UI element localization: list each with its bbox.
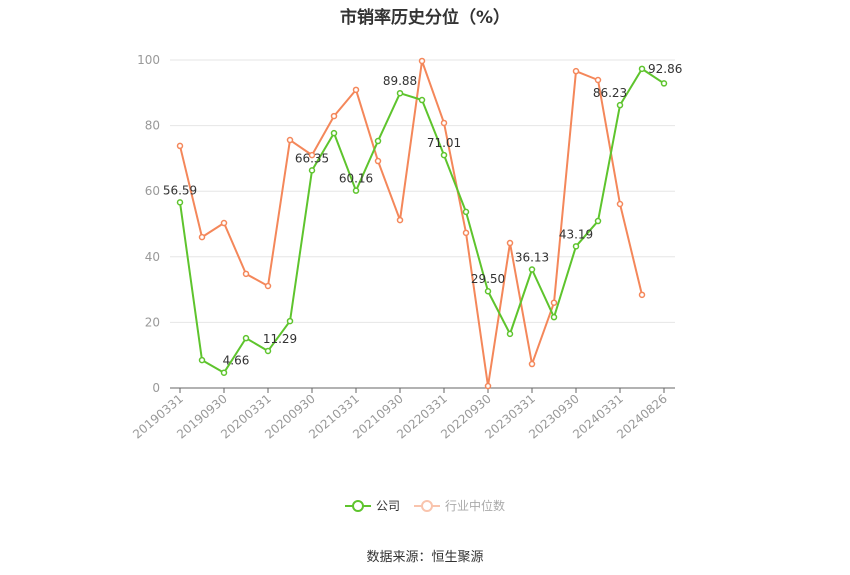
- data-label: 4.66: [223, 354, 250, 368]
- industry-series-point[interactable]: [308, 151, 316, 159]
- chart-title: 市销率历史分位（%）: [339, 8, 511, 28]
- company-series-point[interactable]: [572, 243, 580, 250]
- data-label: 86.23: [593, 86, 627, 100]
- industry-series-point[interactable]: [220, 219, 228, 227]
- data-label: 11.29: [263, 332, 297, 346]
- y-tick-label: 0: [152, 381, 160, 395]
- y-tick-label: 60: [145, 184, 160, 198]
- industry-series-point[interactable]: [550, 299, 558, 306]
- industry-series-point[interactable]: [572, 67, 580, 75]
- company-series-point[interactable]: [462, 208, 470, 216]
- industry-series-point[interactable]: [440, 119, 448, 127]
- industry-series-point[interactable]: [352, 86, 360, 94]
- company-series-point[interactable]: [506, 330, 514, 338]
- industry-series-point[interactable]: [264, 282, 272, 290]
- company-series-point[interactable]: [528, 266, 536, 273]
- data-label: 66.35: [295, 151, 329, 165]
- company-series-point[interactable]: [286, 317, 294, 325]
- industry-series-point[interactable]: [528, 360, 536, 368]
- company-series-point[interactable]: [352, 187, 360, 194]
- data-label: 43.19: [559, 227, 593, 241]
- y-tick-label: 80: [145, 119, 160, 133]
- company-series-point[interactable]: [396, 89, 404, 97]
- industry-series-point[interactable]: [286, 136, 294, 144]
- data-label: 29.50: [471, 272, 505, 286]
- industry-series-point[interactable]: [484, 382, 492, 390]
- legend-company-line-circle-icon: [344, 499, 371, 512]
- company-series-point[interactable]: [374, 137, 382, 145]
- company-series-point[interactable]: [594, 217, 602, 225]
- company-series-point[interactable]: [308, 167, 316, 174]
- company-series-point[interactable]: [440, 151, 448, 159]
- industry-series-point[interactable]: [374, 157, 382, 165]
- industry-series-point[interactable]: [638, 291, 646, 299]
- company-series-point[interactable]: [660, 80, 668, 87]
- industry-series-point[interactable]: [242, 270, 250, 278]
- company-series-point[interactable]: [550, 313, 558, 321]
- legend-item-company[interactable]: 公司: [344, 497, 400, 514]
- y-tick-label: 100: [137, 53, 160, 67]
- data-label: 60.16: [339, 172, 373, 186]
- company-series-point[interactable]: [220, 369, 228, 376]
- industry-series-point[interactable]: [330, 112, 338, 120]
- y-tick-label: 20: [145, 315, 160, 329]
- company-series-point[interactable]: [264, 347, 272, 355]
- data-source-note: 数据来源：恒生聚源: [366, 550, 484, 565]
- data-label: 56.59: [163, 183, 197, 197]
- company-series-point[interactable]: [242, 334, 250, 342]
- company-series-point[interactable]: [616, 101, 624, 109]
- legend-company-label: 公司: [375, 499, 400, 513]
- line-chart: 0204060801002019033120190930202003312020…: [130, 53, 682, 442]
- company-series-point[interactable]: [638, 65, 646, 73]
- industry-series-point[interactable]: [506, 239, 514, 247]
- data-label: 92.86: [648, 62, 682, 76]
- industry-series-point[interactable]: [198, 233, 206, 241]
- company-series-point[interactable]: [176, 199, 184, 206]
- legend-item-industry[interactable]: 行业中位数: [414, 497, 505, 514]
- industry-series-point[interactable]: [418, 57, 426, 65]
- y-tick-label: 40: [145, 250, 160, 264]
- legend-industry-line-circle-icon: [414, 499, 440, 512]
- company-series-line: [179, 67, 665, 374]
- industry-series-point[interactable]: [462, 229, 470, 237]
- industry-series-point[interactable]: [176, 142, 184, 150]
- data-label: 71.01: [427, 136, 461, 150]
- legend-industry-label: 行业中位数: [445, 499, 506, 513]
- company-series-point[interactable]: [484, 287, 492, 295]
- data-label: 36.13: [515, 250, 549, 264]
- company-series-point[interactable]: [330, 129, 338, 137]
- industry-series-point[interactable]: [616, 200, 624, 208]
- legend: 公司 行业中位数: [0, 497, 850, 514]
- company-series-point[interactable]: [418, 96, 426, 104]
- data-label: 89.88: [383, 74, 417, 88]
- industry-series-line: [179, 59, 643, 388]
- industry-series-point[interactable]: [594, 76, 602, 84]
- company-series-point[interactable]: [198, 356, 206, 364]
- industry-series-point[interactable]: [396, 216, 404, 224]
